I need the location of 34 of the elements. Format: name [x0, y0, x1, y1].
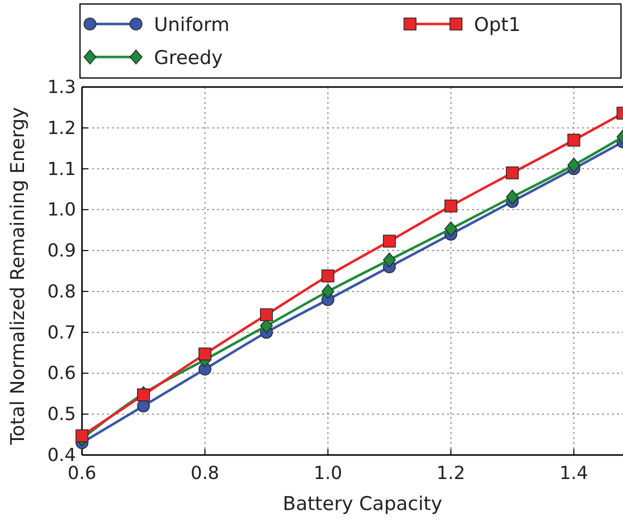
legend-label: Uniform — [154, 14, 230, 36]
x-tick-label: 1.2 — [436, 463, 466, 484]
point — [198, 348, 212, 360]
x-tick-label: 0.6 — [68, 463, 96, 484]
y-tick-label: 1.2 — [47, 118, 76, 139]
x-tick-label: 1.0 — [314, 463, 342, 484]
point — [567, 134, 580, 147]
point — [322, 284, 334, 299]
legend-label: Greedy — [154, 47, 223, 69]
point — [506, 166, 519, 180]
point — [322, 270, 334, 282]
point — [444, 221, 458, 236]
point — [506, 190, 519, 204]
y-tick-label: 0.6 — [47, 363, 76, 384]
y-tick-label: 1.1 — [47, 158, 76, 180]
y-tick-label: 0.9 — [47, 240, 76, 262]
x-tick-label: 0.8 — [190, 463, 220, 484]
point — [444, 200, 458, 212]
legend-label: Opt1 — [474, 14, 521, 36]
point — [382, 234, 396, 248]
point — [567, 158, 580, 172]
x-axis-title: Battery Capacity — [282, 493, 442, 515]
y-tick-label: 0.5 — [47, 404, 76, 426]
point — [76, 429, 88, 442]
y-axis-title: Total Normalized Remaining Energy — [7, 107, 29, 446]
y-tick-label: 0.4 — [47, 445, 76, 466]
y-tick-label: 0.8 — [47, 281, 76, 302]
y-tick-label: 0.7 — [47, 322, 76, 344]
x-tick-label: 1.4 — [560, 463, 588, 484]
point — [137, 400, 150, 412]
y-tick-label: 1.0 — [47, 200, 76, 221]
point — [382, 252, 396, 268]
y-tick-label: 1.3 — [47, 77, 76, 98]
point — [260, 308, 273, 322]
